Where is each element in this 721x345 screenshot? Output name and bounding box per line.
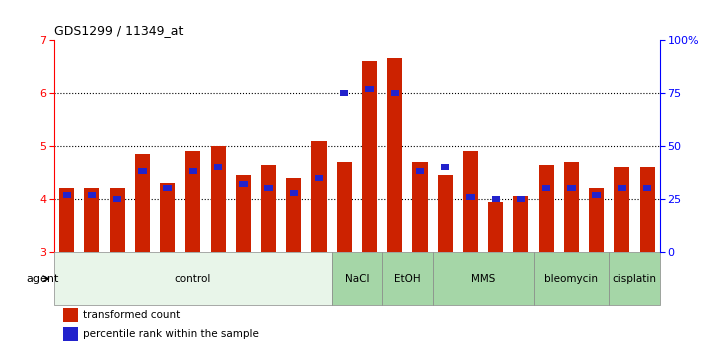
Bar xyxy=(488,202,503,252)
Bar xyxy=(236,175,251,252)
Bar xyxy=(59,188,74,252)
Bar xyxy=(609,252,660,305)
Bar xyxy=(640,167,655,252)
Bar xyxy=(265,186,273,191)
Bar xyxy=(382,252,433,305)
Bar xyxy=(438,175,453,252)
Text: NaCl: NaCl xyxy=(345,274,369,284)
Text: GSM40732: GSM40732 xyxy=(441,255,450,304)
Bar xyxy=(286,178,301,252)
Bar xyxy=(63,192,71,198)
Bar xyxy=(340,90,348,96)
Bar xyxy=(534,252,609,305)
Bar xyxy=(643,186,651,191)
Bar xyxy=(618,186,626,191)
Bar xyxy=(542,186,550,191)
Text: transformed count: transformed count xyxy=(83,310,180,320)
Text: GSM40734: GSM40734 xyxy=(567,255,576,304)
Text: agent: agent xyxy=(26,274,58,284)
Bar xyxy=(135,154,150,252)
Text: percentile rank within the sample: percentile rank within the sample xyxy=(83,329,259,339)
Bar xyxy=(567,186,575,191)
Bar xyxy=(416,168,424,175)
Text: GSM40721: GSM40721 xyxy=(239,255,248,304)
Bar xyxy=(164,186,172,191)
Bar xyxy=(362,61,377,252)
Bar xyxy=(517,196,525,202)
Bar xyxy=(492,196,500,202)
Text: GSM40725: GSM40725 xyxy=(340,255,349,304)
Bar xyxy=(463,151,478,252)
Bar xyxy=(54,252,332,305)
Text: GSM40728: GSM40728 xyxy=(466,255,475,304)
Text: GSM40735: GSM40735 xyxy=(592,255,601,304)
Text: GSM40731: GSM40731 xyxy=(415,255,425,304)
Bar xyxy=(138,168,146,175)
Text: GDS1299 / 11349_at: GDS1299 / 11349_at xyxy=(54,24,183,37)
Bar xyxy=(214,164,222,170)
Bar xyxy=(88,192,96,198)
Bar xyxy=(391,90,399,96)
Text: GSM40729: GSM40729 xyxy=(491,255,500,304)
Bar xyxy=(366,86,373,91)
Bar xyxy=(311,141,327,252)
Bar xyxy=(332,252,382,305)
Bar xyxy=(63,308,79,322)
Bar xyxy=(337,162,352,252)
Bar xyxy=(466,194,474,200)
Bar xyxy=(614,167,629,252)
Text: GSM40727: GSM40727 xyxy=(390,255,399,304)
Bar xyxy=(110,188,125,252)
Bar xyxy=(593,192,601,198)
Text: GSM40730: GSM40730 xyxy=(516,255,526,304)
Text: GSM40736: GSM40736 xyxy=(617,255,627,304)
Text: GSM40722: GSM40722 xyxy=(264,255,273,304)
Bar xyxy=(564,162,579,252)
Bar xyxy=(441,164,449,170)
Text: control: control xyxy=(174,274,211,284)
Text: GSM40724: GSM40724 xyxy=(314,255,324,304)
Text: GSM40718: GSM40718 xyxy=(163,255,172,304)
Bar xyxy=(84,188,99,252)
Bar xyxy=(513,196,528,252)
Bar xyxy=(113,196,121,202)
Bar xyxy=(63,327,79,342)
Bar xyxy=(412,162,428,252)
Bar xyxy=(189,168,197,175)
Text: GSM40714: GSM40714 xyxy=(62,255,71,304)
Bar xyxy=(589,188,604,252)
Bar xyxy=(239,181,247,187)
Bar xyxy=(387,58,402,252)
Text: cisplatin: cisplatin xyxy=(612,274,657,284)
Text: GSM40720: GSM40720 xyxy=(213,255,223,304)
Text: MMS: MMS xyxy=(471,274,495,284)
Text: GSM40723: GSM40723 xyxy=(289,255,298,304)
Bar xyxy=(261,165,276,252)
Text: GSM40715: GSM40715 xyxy=(87,255,97,304)
Bar xyxy=(539,165,554,252)
Text: EtOH: EtOH xyxy=(394,274,420,284)
Bar xyxy=(315,175,323,181)
Text: GSM40717: GSM40717 xyxy=(138,255,147,304)
Text: GSM40716: GSM40716 xyxy=(112,255,122,304)
Bar xyxy=(433,252,534,305)
Bar xyxy=(290,190,298,196)
Text: GSM40726: GSM40726 xyxy=(365,255,374,304)
Bar xyxy=(160,183,175,252)
Bar xyxy=(185,151,200,252)
Text: GSM40733: GSM40733 xyxy=(541,255,551,304)
Text: GSM40719: GSM40719 xyxy=(188,255,198,304)
Text: GSM40737: GSM40737 xyxy=(642,255,652,304)
Bar xyxy=(211,146,226,252)
Text: bleomycin: bleomycin xyxy=(544,274,598,284)
